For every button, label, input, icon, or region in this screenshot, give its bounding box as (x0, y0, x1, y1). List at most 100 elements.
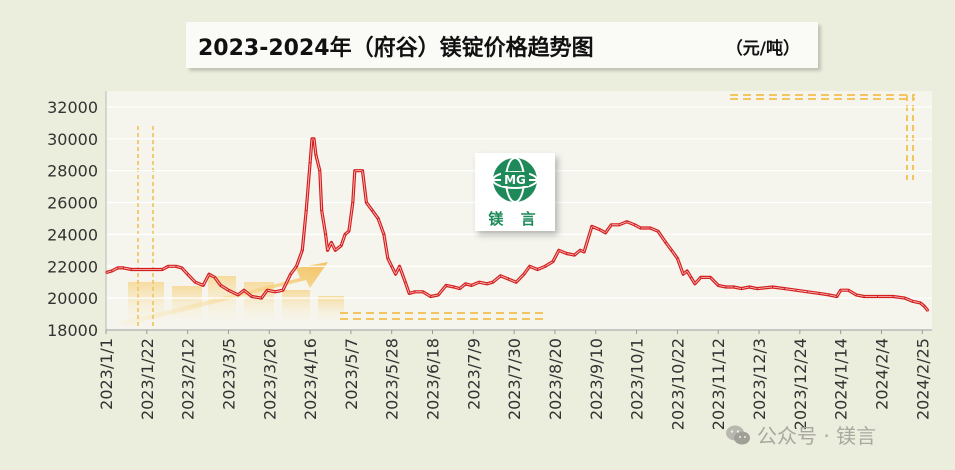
data-point (330, 241, 332, 243)
data-point (740, 288, 743, 290)
data-point (807, 291, 809, 293)
data-point (649, 227, 651, 229)
data-point (591, 225, 593, 227)
data-point (274, 291, 276, 293)
data-point (175, 265, 177, 267)
data-point (682, 273, 684, 275)
y-tick-label: 24000 (47, 225, 98, 244)
unit-label: （元/吨） (725, 39, 800, 59)
data-point (676, 257, 679, 259)
data-point (309, 162, 311, 164)
x-tick-label: 2023/8/20 (546, 338, 565, 420)
data-point (694, 283, 696, 285)
data-point (877, 295, 879, 298)
data-point (130, 268, 132, 271)
data-point (665, 241, 667, 243)
y-tick-label: 30000 (47, 130, 98, 149)
data-point (319, 170, 321, 172)
x-tick-label: 2023/3/26 (260, 338, 279, 420)
data-point (167, 265, 169, 267)
data-point (552, 260, 554, 263)
data-point (371, 209, 373, 212)
data-point (266, 289, 268, 291)
wechat-icon (726, 425, 750, 444)
data-point (544, 265, 546, 267)
decorative-dashes (340, 94, 915, 320)
data-point (340, 245, 342, 247)
y-tick-label: 18000 (47, 321, 98, 340)
data-point (725, 286, 727, 288)
title-box: 2023-2024年（府谷）镁锭价格趋势图 （元/吨） (186, 22, 818, 68)
data-point (422, 291, 424, 293)
x-tick-label: 2023/3/5 (219, 338, 238, 410)
y-tick-label: 32000 (47, 98, 98, 117)
data-point (671, 249, 673, 251)
x-tick-label: 2023/4/16 (301, 338, 320, 420)
data-point (772, 286, 774, 288)
data-point (690, 276, 692, 278)
data-point (756, 288, 758, 290)
data-point (748, 286, 750, 288)
y-tick-label: 20000 (47, 289, 98, 308)
data-point (515, 281, 517, 283)
chart-title: 2023-2024年（府谷）镁锭价格趋势图 (198, 36, 594, 61)
data-point (365, 201, 367, 204)
data-point (486, 283, 488, 285)
x-tick-label: 2023/11/12 (709, 338, 728, 430)
data-point (923, 305, 925, 307)
data-point (220, 284, 222, 286)
data-point (523, 273, 525, 275)
data-point (321, 209, 323, 212)
x-tick-label: 2023/6/18 (424, 338, 443, 420)
data-point (325, 233, 327, 235)
data-point (361, 170, 364, 172)
data-point (700, 276, 702, 278)
x-tick-label: 2023/1/1 (97, 338, 116, 410)
data-point (327, 249, 329, 251)
data-point (470, 284, 472, 286)
x-tick-label: 2023/7/9 (464, 338, 483, 410)
x-tick-label: 2024/1/14 (832, 338, 851, 420)
data-point (507, 278, 509, 280)
x-tick-label: 2024/2/25 (913, 338, 932, 420)
data-point (181, 267, 183, 269)
data-point (414, 291, 416, 293)
data-point (377, 217, 379, 220)
data-point (529, 265, 531, 267)
logo-text: 镁 言 (488, 210, 542, 228)
data-point (927, 310, 929, 312)
data-point (912, 300, 914, 302)
y-tick-label: 28000 (47, 162, 98, 181)
data-point (459, 288, 461, 290)
data-point (610, 224, 612, 226)
data-point (892, 295, 894, 298)
data-point (391, 265, 393, 267)
data-point (499, 275, 502, 277)
data-point (836, 295, 838, 298)
data-point (295, 265, 298, 267)
data-point (904, 297, 906, 299)
data-point (202, 284, 204, 286)
data-point (117, 267, 119, 269)
data-point (639, 227, 642, 229)
data-point (733, 286, 735, 288)
data-point (348, 230, 350, 232)
x-tick-label: 2023/10/1 (628, 338, 647, 420)
data-point (536, 268, 539, 271)
data-point (566, 252, 568, 255)
data-point (618, 224, 620, 226)
data-point (686, 270, 688, 272)
watermark-text: 公众号 · 镁言 (757, 424, 877, 448)
data-point (492, 281, 494, 283)
x-tick-label: 2023/9/10 (587, 338, 606, 420)
data-point (717, 284, 719, 286)
growth-arrow-illustration (120, 126, 344, 328)
data-point (301, 249, 303, 251)
data-point (558, 249, 560, 251)
data-point (919, 302, 921, 304)
data-point (453, 286, 455, 288)
data-point (795, 289, 797, 291)
data-point (122, 267, 125, 269)
data-point (214, 276, 216, 278)
